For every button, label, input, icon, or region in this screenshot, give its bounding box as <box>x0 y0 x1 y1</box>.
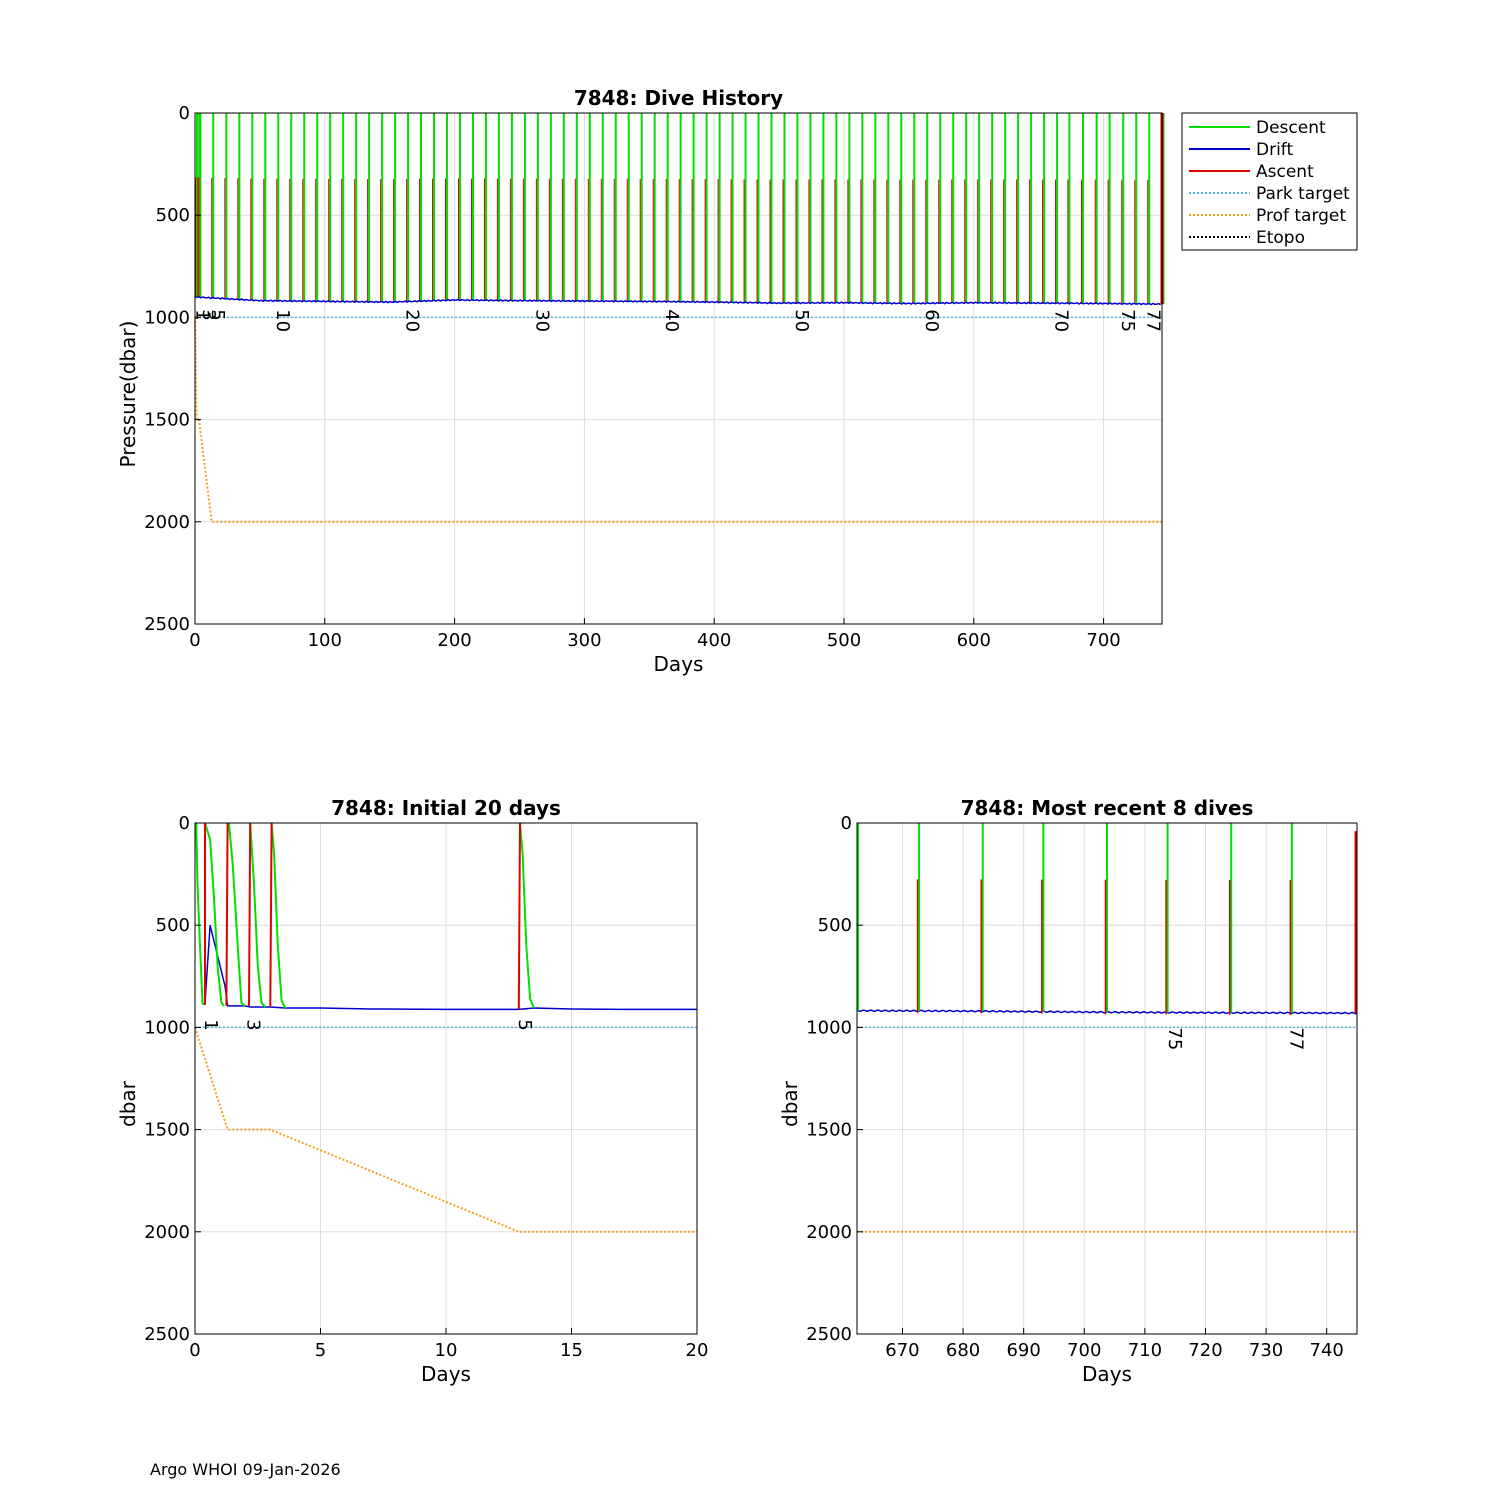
dive-history-profile-label: 40 <box>661 309 682 332</box>
initial-days-panel: 1 3 5 0 5 10 15 20 0 500 1000 1500 2000 2500 7848: I… <box>116 796 708 1386</box>
dive-history-ytick-label: 0 <box>179 103 190 124</box>
initial-days-ytick-label: 2500 <box>144 1324 190 1345</box>
recent-dives-axes-frame <box>856 822 1358 1335</box>
dive-history-axes-frame <box>194 112 1163 625</box>
dive-history-ylabel: Pressure(dbar) <box>116 321 140 468</box>
dive-history-profile-label: 3 <box>198 309 219 320</box>
initial-days-profile-label: 3 <box>243 1019 264 1030</box>
initial-days-profile-label: 5 <box>514 1019 535 1030</box>
initial-days-ascent <box>517 822 521 1010</box>
dive-history-profile-label: 75 <box>1117 309 1138 332</box>
dive-history-profile-label: 50 <box>791 309 812 332</box>
recent-dives-data: 75 77 <box>856 823 1358 1233</box>
dive-history-ytick-label: 500 <box>156 205 190 226</box>
dive-history-ticks: 0 100 200 300 400 500 600 700 0 500 1000 1500 2000 25… <box>144 103 1121 651</box>
dive-history-xtick-label: 300 <box>567 630 601 651</box>
recent-dives-xtick-label: 740 <box>1310 1340 1344 1361</box>
recent-dives-ytick-label: 2000 <box>806 1222 852 1243</box>
initial-days-ytick-label: 1000 <box>144 1017 190 1038</box>
recent-dives-ytick-label: 500 <box>818 915 852 936</box>
initial-days-xtick-label: 20 <box>686 1340 709 1361</box>
dive-history-profile-label: 60 <box>921 309 942 332</box>
dive-history-panel: 135 10 20 30 40 50 60 70 75 77 0 100 200 300 400 500 60… <box>116 86 1165 676</box>
initial-days-descent <box>204 822 225 1007</box>
dive-history-title: 7848: Dive History <box>574 86 783 110</box>
initial-days-data: 1 3 5 <box>194 822 697 1233</box>
dive-history-profile-label: 77 <box>1143 309 1164 332</box>
recent-dives-ytick-label: 1000 <box>806 1017 852 1038</box>
initial-days-xtick-label: 15 <box>560 1340 583 1361</box>
dive-history-ytick-label: 2500 <box>144 614 190 635</box>
dive-history-profile-label: 5 <box>207 309 228 320</box>
recent-dives-xtick-label: 680 <box>946 1340 980 1361</box>
initial-days-ytick-label: 1500 <box>144 1120 190 1141</box>
recent-dives-profile-label: 77 <box>1285 1027 1306 1050</box>
dive-history-xtick-label: 500 <box>827 630 861 651</box>
dive-history-xtick-label: 400 <box>697 630 731 651</box>
initial-days-ytick-label: 500 <box>156 915 190 936</box>
dive-history-xlabel: Days <box>654 652 704 676</box>
initial-days-ytick-label: 2000 <box>144 1222 190 1243</box>
dive-history-xtick-label: 0 <box>189 630 200 651</box>
recent-dives-xtick-label: 710 <box>1128 1340 1162 1361</box>
dive-history-profile-label: 10 <box>272 309 293 332</box>
dive-history-drift-line <box>194 295 1162 306</box>
dive-history-xtick-label: 100 <box>308 630 342 651</box>
dive-history-ytick-label: 2000 <box>144 512 190 533</box>
dive-history-data: 135 10 20 30 40 50 60 70 75 77 <box>191 113 1165 523</box>
initial-days-ascent <box>248 822 252 1006</box>
initial-days-xtick-label: 10 <box>435 1340 458 1361</box>
recent-dives-ytick-label: 0 <box>841 813 852 834</box>
dive-history-ytick-label: 1000 <box>144 307 190 328</box>
recent-dives-xtick-label: 690 <box>1006 1340 1040 1361</box>
recent-dives-xtick-label: 730 <box>1249 1340 1283 1361</box>
initial-days-ylabel: dbar <box>116 1080 140 1127</box>
recent-dives-xtick-label: 670 <box>885 1340 919 1361</box>
dive-history-profile-label: 30 <box>531 309 552 332</box>
initial-days-xtick-label: 5 <box>315 1340 326 1361</box>
dive-history-xtick-label: 200 <box>437 630 471 651</box>
dive-history-xtick-label: 700 <box>1086 630 1120 651</box>
recent-dives-ytick-label: 2500 <box>806 1324 852 1345</box>
initial-days-prof-target-line <box>194 1027 697 1233</box>
legend-label: Prof target <box>1256 206 1346 226</box>
initial-days-descent <box>195 822 205 1006</box>
initial-days-xlabel: Days <box>421 1362 471 1386</box>
initial-days-ytick-label: 0 <box>179 813 190 834</box>
legend-label: Etopo <box>1256 228 1305 248</box>
recent-dives-xtick-label: 700 <box>1067 1340 1101 1361</box>
initial-days-descent <box>519 822 535 1009</box>
recent-dives-ytick-label: 1500 <box>806 1120 852 1141</box>
legend-label: Park target <box>1256 184 1350 204</box>
legend-label: Drift <box>1256 140 1293 160</box>
initial-days-ascent <box>269 822 273 1008</box>
legend-label: Descent <box>1256 118 1326 138</box>
recent-dives-title: 7848: Most recent 8 dives <box>961 796 1254 820</box>
dive-history-profile-label: 70 <box>1051 309 1072 332</box>
footer-credit: Argo WHOI 09-Jan-2026 <box>150 1460 341 1479</box>
recent-dives-ylabel: dbar <box>778 1080 802 1127</box>
recent-dives-panel: 75 77 670 680 690 700 710 720 730 740 0 500 1000 150… <box>778 796 1358 1386</box>
recent-dives-xtick-label: 720 <box>1188 1340 1222 1361</box>
initial-days-title: 7848: Initial 20 days <box>331 796 561 820</box>
initial-days-ascent <box>225 822 229 1006</box>
initial-days-xtick-label: 0 <box>189 1340 200 1361</box>
dive-history-profile-label: 1 <box>191 309 212 320</box>
recent-dives-ticks: 670 680 690 700 710 720 730 740 0 500 1000 1500 2000… <box>806 813 1344 1361</box>
initial-days-descent <box>227 822 246 1007</box>
dive-history-xtick-label: 600 <box>957 630 991 651</box>
initial-days-profile-label: 1 <box>200 1019 221 1030</box>
legend-label: Ascent <box>1256 162 1314 182</box>
initial-days-descent <box>249 822 267 1008</box>
recent-dives-xlabel: Days <box>1082 1362 1132 1386</box>
legend-box <box>1181 112 1358 251</box>
dive-history-ytick-label: 1500 <box>144 410 190 431</box>
recent-dives-profile-label: 75 <box>1164 1027 1185 1050</box>
dive-history-profile-label: 20 <box>402 309 423 332</box>
initial-days-descent <box>270 822 287 1009</box>
